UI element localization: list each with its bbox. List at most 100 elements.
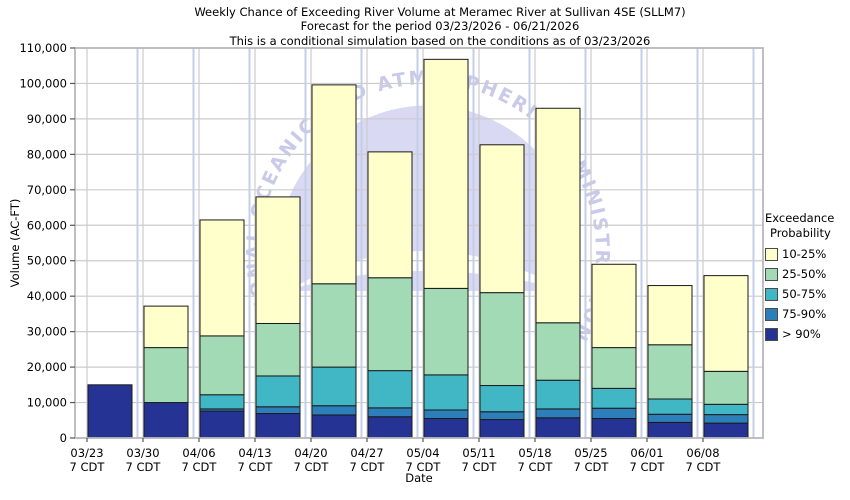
y-tick-label: 80,000 [27,147,67,161]
bar-segment [311,366,357,407]
bar-segment [367,370,413,409]
x-tick-label: 05/18 [518,446,551,460]
x-tick-label: 04/27 [350,446,383,460]
bar-03-23 [87,384,133,439]
bar-segment [535,322,581,381]
x-tick-label: 06/08 [686,446,719,460]
y-tick-label: 100,000 [19,76,67,90]
legend-label: 50-75% [782,286,827,301]
y-tick-label: 20,000 [27,360,67,374]
bar-06-08 [703,275,749,439]
bar-segment [479,411,525,421]
bar-segment [479,292,525,387]
bar-segment [311,84,357,285]
bar-segment [647,344,693,400]
bar-segment [367,151,413,279]
bar-segment [199,394,245,410]
x-tick-sublabel: 7 CDT [70,460,106,474]
bar-segment [479,419,525,439]
legend-swatch-icon [765,307,778,321]
y-tick-label: 30,000 [27,325,67,339]
bar-segment [199,335,245,396]
bar-segment [199,219,245,337]
bar-04-13 [255,196,301,439]
legend-entry: > 90% [765,324,850,344]
legend-swatch-icon [765,247,778,261]
x-tick-sublabel: 7 CDT [574,460,610,474]
x-tick-label: 06/01 [630,446,663,460]
legend-title-line2: Probability [770,226,831,240]
x-tick-sublabel: 7 CDT [518,460,554,474]
bar-segment [423,409,469,419]
bar-05-04 [423,58,469,439]
bar-06-01 [647,285,693,439]
legend-swatch-icon [765,267,778,281]
bar-segment [703,414,749,424]
legend-label: > 90% [782,326,821,341]
y-tick-label: 110,000 [19,41,67,55]
x-tick-label: 04/13 [238,446,271,460]
bar-segment [591,347,637,389]
bar-segment [143,402,189,439]
bar-segment [143,305,189,349]
legend-label: 10-25% [782,246,827,261]
bar-04-20 [311,84,357,439]
bar-segment [591,418,637,439]
bar-segment [703,275,749,372]
bar-segment [535,417,581,439]
x-tick-label: 05/11 [462,446,495,460]
y-tick-label: 0 [60,431,67,445]
x-tick-sublabel: 7 CDT [630,460,666,474]
bar-segment [647,413,693,423]
bar-03-30 [143,305,189,439]
x-tick-sublabel: 7 CDT [126,460,162,474]
legend: Exceedance Probability 10-25% 25-50% 50-75… [765,211,850,344]
bar-segment [311,405,357,416]
bar-04-27 [367,151,413,439]
x-tick-label: 04/20 [294,446,327,460]
bar-segment [647,285,693,346]
bar-segment [367,416,413,439]
bar-segment [143,347,189,404]
bar-segment [87,384,133,439]
legend-entry: 50-75% [765,284,850,304]
bar-04-06 [199,219,245,439]
bar-segment [255,413,301,439]
y-tick-label: 60,000 [27,218,67,232]
legend-entry: 10-25% [765,244,850,264]
legend-swatch-icon [765,327,778,341]
bar-segment [423,418,469,439]
bar-segment [423,58,469,289]
bar-segment [479,144,525,294]
bar-segment [199,410,245,439]
x-tick-label: 03/30 [126,446,159,460]
bar-segment [255,406,301,415]
y-tick-label: 90,000 [27,112,67,126]
bar-segment [423,287,469,376]
bar-segment [535,107,581,324]
legend-label: 25-50% [782,266,827,281]
y-tick-label: 40,000 [27,289,67,303]
bar-segment [647,398,693,415]
bar-segment [703,370,749,405]
bar-segment [479,385,525,413]
legend-entry: 25-50% [765,264,850,284]
bar-segment [423,374,469,411]
legend-label: 75-90% [782,306,827,321]
bar-segment [367,407,413,418]
bar-segment [255,322,301,377]
x-tick-sublabel: 7 CDT [462,460,498,474]
bar-segment [703,403,749,416]
x-tick-sublabel: 7 CDT [406,460,442,474]
bar-segment [535,379,581,410]
y-tick-label: 70,000 [27,183,67,197]
bar-segment [367,277,413,372]
x-tick-sublabel: 7 CDT [686,460,722,474]
y-tick-label: 50,000 [27,254,67,268]
x-tick-label: 04/06 [182,446,215,460]
bar-segment [591,387,637,409]
bar-05-18 [535,107,581,439]
legend-title-line1: Exceedance [765,211,835,225]
